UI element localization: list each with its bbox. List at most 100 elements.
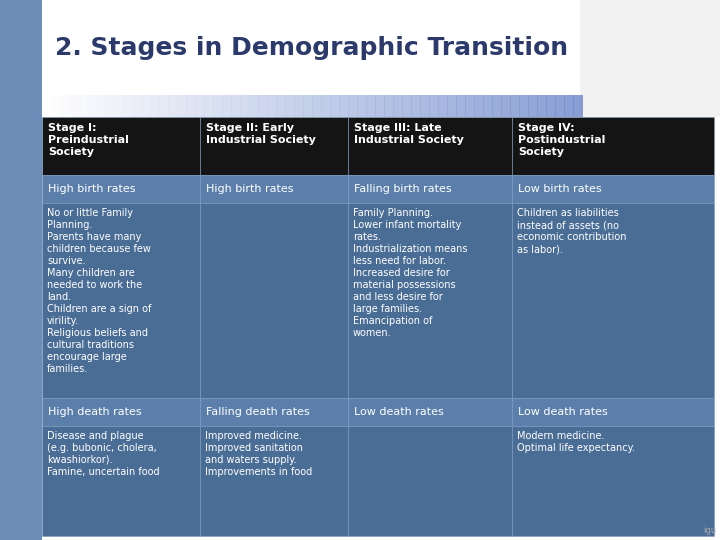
Bar	[42, 175, 200, 203]
Bar	[200, 398, 348, 426]
Text: Stage II: Early
Industrial Society: Stage II: Early Industrial Society	[206, 123, 316, 145]
Bar	[456, 95, 466, 117]
Text: High death rates: High death rates	[48, 407, 142, 417]
Bar	[513, 426, 714, 536]
Bar	[348, 117, 513, 175]
Bar	[348, 175, 513, 203]
Bar	[312, 95, 322, 117]
Bar	[348, 203, 513, 398]
Bar	[555, 95, 565, 117]
Bar	[204, 95, 214, 117]
Bar	[510, 95, 520, 117]
Bar	[438, 95, 448, 117]
Bar	[0, 0, 42, 540]
Bar	[42, 426, 200, 536]
Text: Low death rates: Low death rates	[518, 407, 608, 417]
Text: Low birth rates: Low birth rates	[518, 184, 602, 194]
Bar	[213, 95, 223, 117]
Bar	[267, 95, 277, 117]
Bar	[513, 117, 714, 175]
Text: 2. Stages in Demographic Transition: 2. Stages in Demographic Transition	[55, 36, 568, 60]
Text: Stage III: Late
Industrial Society: Stage III: Late Industrial Society	[354, 123, 464, 145]
Bar	[483, 95, 493, 117]
Bar	[276, 95, 286, 117]
Bar	[42, 95, 52, 117]
Text: Improved medicine.
Improved sanitation
and waters supply.
Improvements in food: Improved medicine. Improved sanitation a…	[205, 431, 312, 477]
Bar	[492, 95, 502, 117]
Bar	[186, 95, 196, 117]
Bar	[240, 95, 250, 117]
Bar	[132, 95, 142, 117]
Bar	[168, 95, 178, 117]
Bar	[303, 95, 313, 117]
Bar	[330, 95, 340, 117]
Bar	[393, 95, 403, 117]
Bar	[96, 95, 106, 117]
Bar	[519, 95, 529, 117]
Bar	[429, 95, 439, 117]
Bar	[357, 95, 367, 117]
Text: Low death rates: Low death rates	[354, 407, 444, 417]
Bar	[528, 95, 538, 117]
Bar	[141, 95, 151, 117]
Bar	[222, 95, 232, 117]
Text: High birth rates: High birth rates	[206, 184, 294, 194]
Bar	[42, 203, 200, 398]
Bar	[105, 95, 115, 117]
Bar	[123, 95, 133, 117]
Bar	[366, 95, 376, 117]
Bar	[42, 117, 200, 175]
Bar	[513, 398, 714, 426]
Bar	[114, 95, 124, 117]
Text: Family Planning.
Lower infant mortality
rates.
Industrialization means
less need: Family Planning. Lower infant mortality …	[353, 208, 467, 338]
Bar	[195, 95, 205, 117]
Bar	[411, 95, 421, 117]
Bar	[573, 95, 583, 117]
Bar	[537, 95, 547, 117]
Bar	[231, 95, 241, 117]
Bar	[465, 95, 475, 117]
Text: Disease and plague
(e.g. bubonic, cholera,
kwashiorkor).
Famine, uncertain food: Disease and plague (e.g. bubonic, choler…	[47, 431, 160, 477]
Bar	[348, 398, 513, 426]
Bar	[513, 203, 714, 398]
Bar	[60, 95, 70, 117]
Bar	[402, 95, 412, 117]
Bar	[285, 95, 295, 117]
Bar	[375, 95, 385, 117]
Bar	[501, 95, 511, 117]
Bar	[200, 426, 348, 536]
Bar	[348, 95, 358, 117]
Bar	[258, 95, 268, 117]
Bar	[177, 95, 187, 117]
Bar	[42, 398, 200, 426]
Bar	[69, 95, 79, 117]
Bar	[420, 95, 430, 117]
Bar	[42, 0, 720, 117]
Bar	[546, 95, 556, 117]
Bar	[348, 426, 513, 536]
Text: Falling death rates: Falling death rates	[206, 407, 310, 417]
Bar	[294, 95, 304, 117]
Bar	[513, 175, 714, 203]
Bar	[580, 0, 720, 117]
Bar	[564, 95, 574, 117]
Text: Children as liabilities
instead of assets (no
economic contribution
as labor).: Children as liabilities instead of asset…	[518, 208, 627, 254]
Bar	[321, 95, 331, 117]
Text: igu: igu	[703, 526, 716, 535]
Text: Falling birth rates: Falling birth rates	[354, 184, 451, 194]
Bar	[447, 95, 457, 117]
Bar	[159, 95, 169, 117]
Bar	[249, 95, 259, 117]
Bar	[78, 95, 88, 117]
Bar	[384, 95, 394, 117]
Bar	[474, 95, 484, 117]
Text: Modern medicine.
Optimal life expectancy.: Modern medicine. Optimal life expectancy…	[518, 431, 635, 453]
Bar	[200, 203, 348, 398]
Bar	[51, 95, 61, 117]
Bar	[200, 117, 348, 175]
Text: Stage I:
Preindustrial
Society: Stage I: Preindustrial Society	[48, 123, 129, 157]
Bar	[150, 95, 160, 117]
Bar	[87, 95, 97, 117]
Bar	[339, 95, 349, 117]
Bar	[200, 175, 348, 203]
